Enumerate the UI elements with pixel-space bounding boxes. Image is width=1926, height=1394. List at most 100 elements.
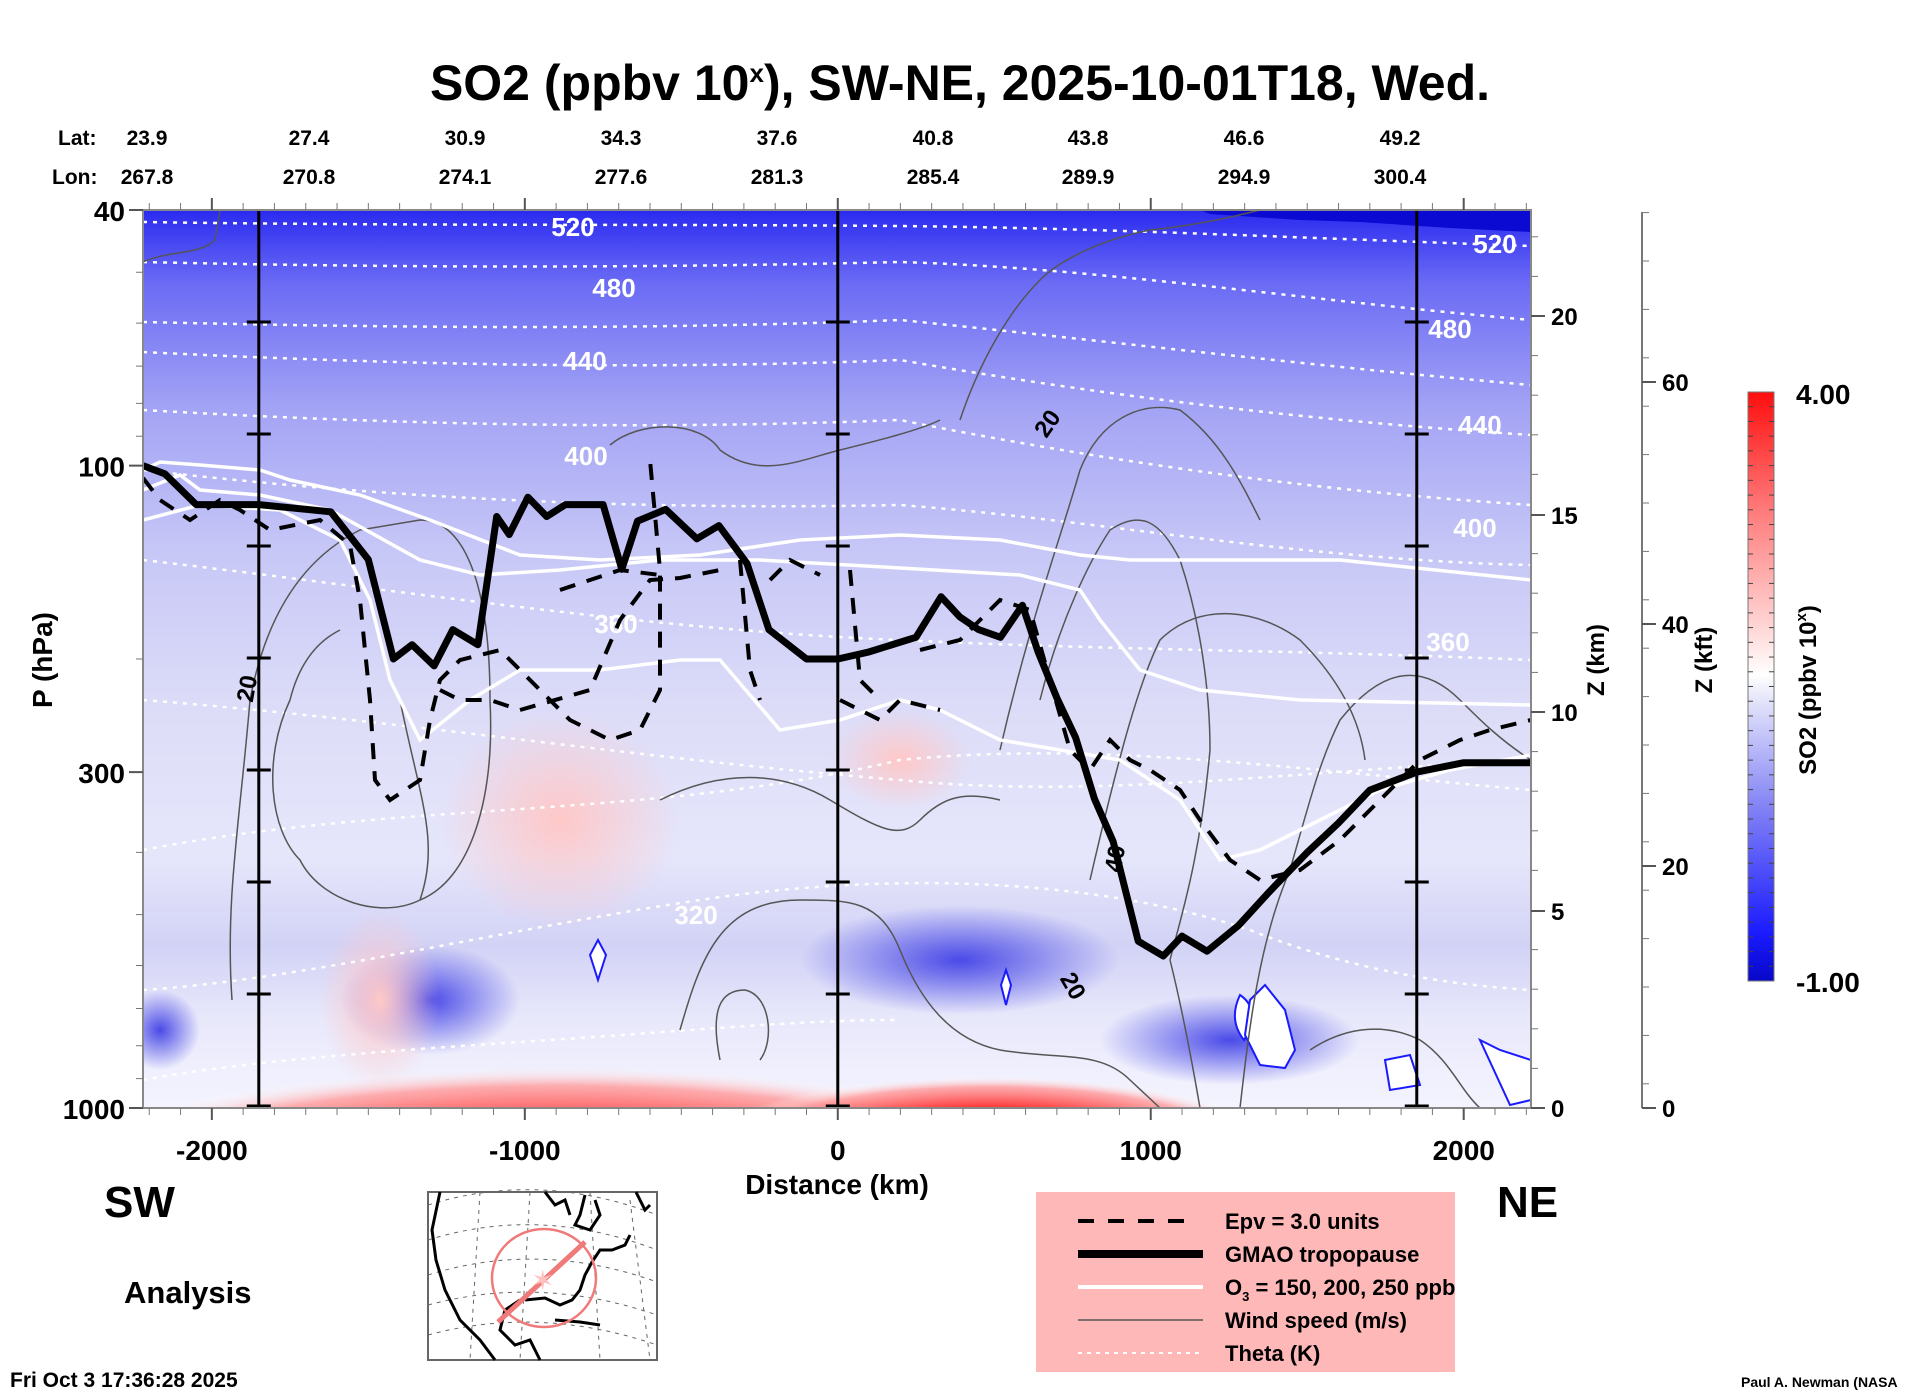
axes: -2000 -1000 0 1000 2000 40 100 300 1000 0 5 10 15 20 0… bbox=[63, 196, 1689, 1166]
so2-white-hole bbox=[999, 966, 1013, 1006]
wind-speed-contour-line bbox=[229, 519, 492, 1001]
z-km-tick-label: 5 bbox=[1551, 899, 1564, 926]
theta-contour-label: 440 bbox=[563, 346, 606, 376]
z-km-axis-label: Z (km) bbox=[1583, 624, 1610, 696]
wind-speed-contour-line bbox=[143, 210, 221, 263]
ozone-contour-line bbox=[143, 473, 1531, 707]
so2-white-hole bbox=[588, 937, 608, 984]
legend: Epv = 3.0 units GMAO tropopause O3 = 150… bbox=[1036, 1192, 1455, 1372]
sw-label: SW bbox=[104, 1178, 175, 1227]
theta-contours: 520 520 480 480 440 440 400 400 360 360 320 bbox=[143, 212, 1531, 1082]
wind-speed-contour-line bbox=[659, 776, 1001, 832]
lat-value: 34.3 bbox=[601, 127, 642, 150]
legend-o3-label: O3 = 150, 200, 250 ppb bbox=[1225, 1275, 1455, 1304]
wind-speed-contour-line bbox=[715, 989, 770, 1061]
so2-red-region bbox=[320, 910, 440, 1090]
wind-speed-contour-line bbox=[1089, 612, 1366, 881]
lat-value: 30.9 bbox=[445, 127, 486, 150]
theta-contour-label: 480 bbox=[1428, 314, 1471, 344]
wind-speed-contour-line bbox=[1169, 959, 1201, 1108]
legend-wind-label: Wind speed (m/s) bbox=[1225, 1308, 1407, 1333]
z-kft-tick-label: 40 bbox=[1662, 612, 1689, 639]
so2-white-hole bbox=[1243, 983, 1297, 1070]
epv-contour-line bbox=[848, 569, 882, 702]
x-tick-label: 0 bbox=[830, 1135, 846, 1166]
x-tick-label: 2000 bbox=[1433, 1135, 1495, 1166]
colorbar-label: SO2 (ppbv 10x) bbox=[1793, 605, 1822, 775]
theta-contour-label: 360 bbox=[594, 609, 637, 639]
tropopause-line bbox=[143, 462, 1531, 960]
credit: Paul A. Newman (NASA bbox=[1741, 1374, 1898, 1390]
so2-red-region bbox=[750, 1040, 1230, 1108]
wind-speed-contour-line bbox=[679, 899, 1161, 1108]
wind-speed-contour-line bbox=[399, 699, 429, 901]
x-tick-label: 1000 bbox=[1120, 1135, 1182, 1166]
theta-contour-line bbox=[143, 881, 1531, 992]
lat-value: 49.2 bbox=[1380, 127, 1421, 150]
colorbar-max-label: 4.00 bbox=[1796, 379, 1851, 410]
legend-epv-label: Epv = 3.0 units bbox=[1225, 1209, 1380, 1234]
theta-contour-label: 440 bbox=[1458, 410, 1501, 440]
lon-value: 294.9 bbox=[1218, 166, 1271, 189]
so2-white-hole bbox=[1477, 1037, 1531, 1107]
legend-background bbox=[1036, 1192, 1455, 1372]
lat-value: 43.8 bbox=[1068, 127, 1109, 150]
lat-lon-header: Lat: Lon: 23.9 27.4 30.9 34.3 37.6 40.8 43.8 46… bbox=[52, 127, 1427, 189]
epv-contour-line bbox=[559, 567, 661, 592]
map-section-line bbox=[496, 1240, 587, 1324]
map-range-circle bbox=[490, 1227, 598, 1329]
map-center-star-icon: ✶ bbox=[531, 1264, 554, 1297]
analysis-label: Analysis bbox=[124, 1275, 252, 1310]
wind-speed-contour-line bbox=[1039, 519, 1211, 961]
inset-map: ✶ bbox=[427, 1189, 658, 1361]
lon-value: 289.9 bbox=[1062, 166, 1115, 189]
y-tick-label: 40 bbox=[94, 196, 125, 227]
lon-row-label: Lon: bbox=[52, 166, 97, 189]
epv-contour-line bbox=[738, 559, 762, 701]
colorbar-ticks bbox=[1748, 406, 1774, 967]
ozone-contours bbox=[143, 460, 1531, 862]
x-tick-label: -2000 bbox=[176, 1135, 248, 1166]
epv-contour-line bbox=[143, 459, 662, 803]
z-kft-tick-label: 0 bbox=[1662, 1096, 1675, 1123]
y-axis-label: P (hPa) bbox=[27, 612, 58, 708]
legend-theta-label: Theta (K) bbox=[1225, 1341, 1320, 1366]
inset-map-frame bbox=[427, 1191, 658, 1361]
theta-contour-label: 320 bbox=[674, 900, 717, 930]
theta-contour-line bbox=[143, 752, 1531, 852]
y-tick-label: 1000 bbox=[63, 1094, 125, 1125]
lat-value: 27.4 bbox=[289, 127, 330, 150]
z-km-tick-label: 15 bbox=[1551, 503, 1578, 530]
theta-contour-label: 520 bbox=[1473, 229, 1516, 259]
z-kft-tick-label: 20 bbox=[1662, 854, 1689, 881]
so2-high-blue-region bbox=[1200, 210, 1531, 232]
colorbar-min-label: -1.00 bbox=[1796, 967, 1860, 998]
theta-contour-label: 400 bbox=[564, 441, 607, 471]
epv-contour-line bbox=[839, 697, 941, 723]
z-km-tick-label: 0 bbox=[1551, 1096, 1564, 1123]
epv-contour-line bbox=[768, 557, 821, 582]
so2-white-hole bbox=[1383, 1053, 1422, 1092]
vertical-marker-lines bbox=[246, 210, 1429, 1108]
chart-title: SO2 (ppbv 10x), SW-NE, 2025-10-01T18, We… bbox=[430, 55, 1490, 111]
lon-value: 274.1 bbox=[439, 166, 492, 189]
x-tick-label: -1000 bbox=[489, 1135, 561, 1166]
map-coastlines bbox=[430, 1191, 652, 1361]
wind-speed-contour-line bbox=[1239, 674, 1531, 1108]
theta-contour-label: 400 bbox=[1453, 513, 1496, 543]
lon-value: 277.6 bbox=[595, 166, 648, 189]
wind-speed-contour-line bbox=[609, 419, 941, 467]
theta-contour-label: 480 bbox=[592, 273, 635, 303]
lon-value: 281.3 bbox=[751, 166, 804, 189]
theta-contour-line bbox=[143, 698, 1531, 788]
lat-value: 40.8 bbox=[913, 127, 954, 150]
ne-label: NE bbox=[1497, 1178, 1558, 1227]
legend-tropopause-label: GMAO tropopause bbox=[1225, 1242, 1419, 1267]
lon-value: 270.8 bbox=[283, 166, 336, 189]
wind-speed-contour-line bbox=[959, 210, 1261, 421]
theta-contour-label: 360 bbox=[1426, 627, 1469, 657]
z-kft-axis-label: Z (kft) bbox=[1691, 627, 1718, 694]
lat-row-label: Lat: bbox=[58, 127, 97, 150]
